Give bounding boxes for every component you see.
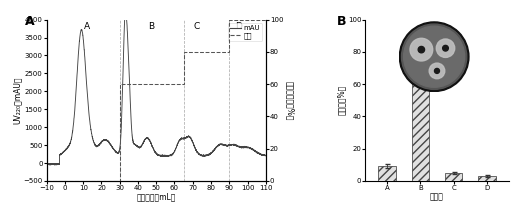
Text: B: B: [337, 15, 346, 28]
Y-axis label: 抑菌率（%）: 抑菌率（%）: [337, 85, 346, 115]
X-axis label: 洗脱体积（mL）: 洗脱体积（mL）: [136, 192, 176, 201]
Bar: [412, 83, 429, 181]
Bar: [479, 176, 496, 181]
Y-axis label: 碳酸氨浓度（%）: 碳酸氨浓度（%）: [285, 80, 294, 120]
X-axis label: 分离峰: 分离峰: [430, 192, 444, 201]
Text: A: A: [25, 15, 34, 28]
Text: C: C: [193, 22, 199, 31]
Y-axis label: UV₂₂₀（mAU）: UV₂₂₀（mAU）: [13, 77, 22, 124]
Text: B: B: [148, 22, 154, 31]
Text: A: A: [84, 22, 90, 31]
Legend: mAU, 浓度: mAU, 浓度: [228, 23, 262, 41]
Bar: [378, 166, 395, 181]
Text: D: D: [235, 22, 242, 31]
Bar: [445, 173, 462, 181]
